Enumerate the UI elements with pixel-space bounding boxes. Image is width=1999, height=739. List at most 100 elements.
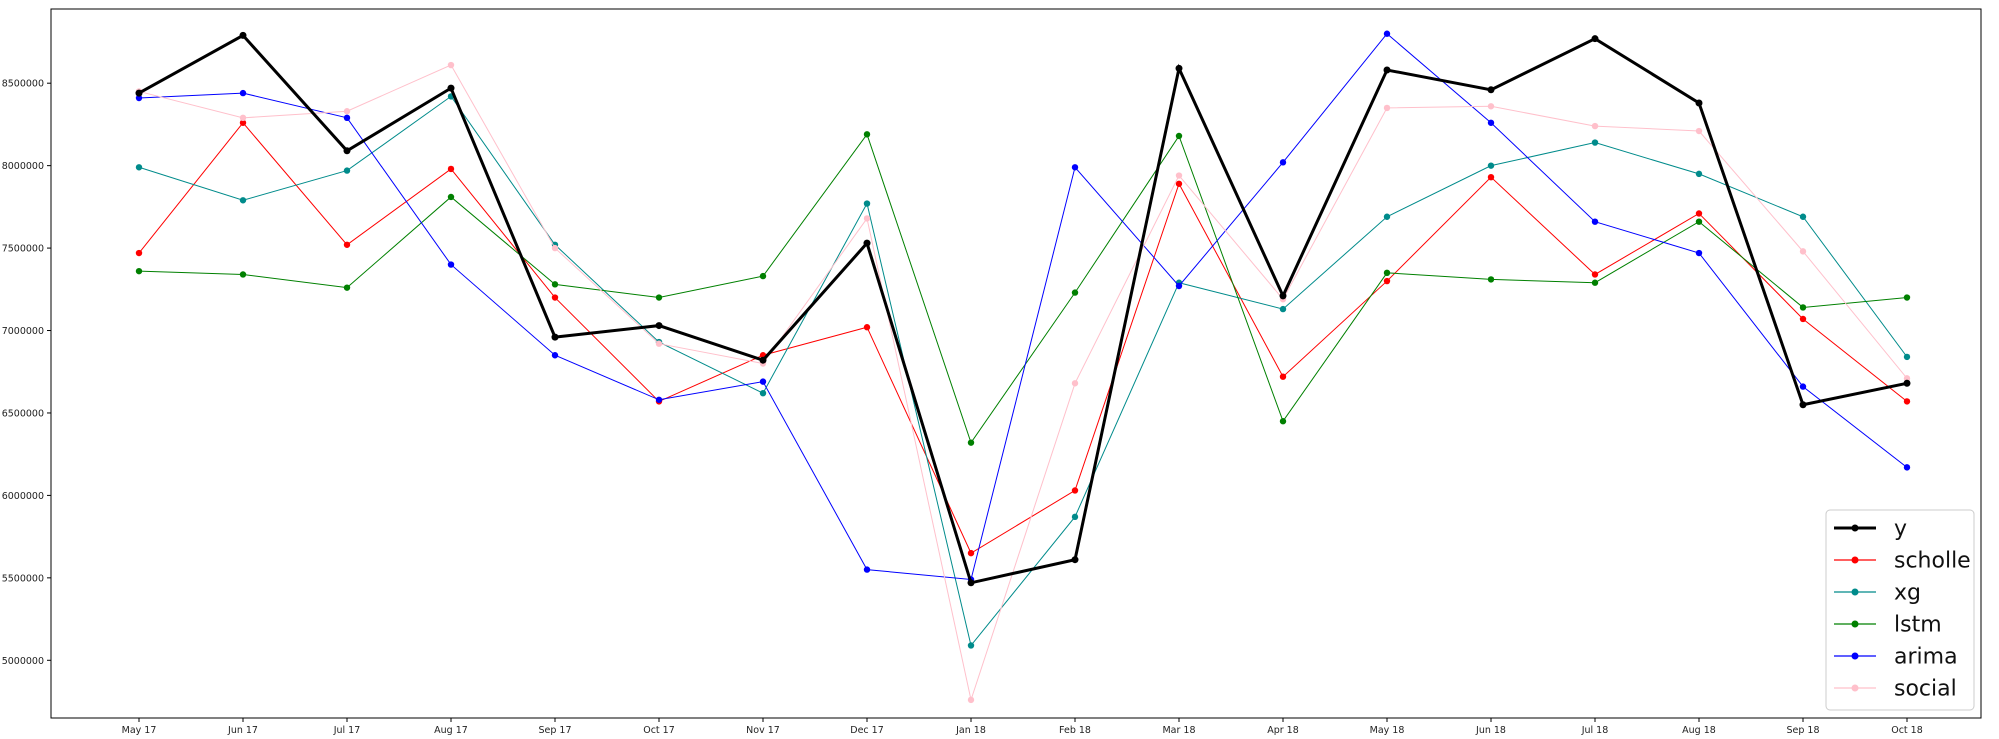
series-social	[135, 61, 1911, 704]
x-tick-label: Aug 18	[1682, 725, 1716, 736]
data-point-xg	[1591, 139, 1599, 146]
data-point-y	[1903, 379, 1911, 387]
series-line-xg	[138, 95, 1908, 647]
data-point-y	[863, 239, 871, 247]
data-point-arima	[1903, 464, 1911, 471]
legend-item-social: social	[1834, 677, 1957, 702]
x-tick-label: Nov 17	[746, 725, 780, 736]
legend-item-xg: xg	[1834, 581, 1921, 606]
y-tick-label: 5000000	[2, 656, 44, 667]
data-point-lstm	[1799, 304, 1807, 311]
data-point-lstm	[1071, 289, 1079, 296]
data-point-lstm	[1279, 418, 1287, 425]
data-point-scholle	[135, 249, 143, 257]
data-point-social	[551, 244, 559, 252]
data-point-scholle	[1279, 373, 1287, 380]
x-tick-label: Oct 17	[643, 725, 675, 736]
data-point-y	[655, 322, 663, 330]
data-point-social	[967, 696, 975, 704]
data-point-lstm	[1695, 218, 1703, 225]
data-point-xg	[343, 167, 351, 174]
data-point-y	[239, 31, 247, 39]
data-point-lstm	[655, 294, 663, 301]
series-scholle	[135, 119, 1911, 557]
data-point-arima	[655, 396, 663, 403]
x-axis: May 17 Jun 17 Jul 17 Aug 17 Sep 17 Oct 17 Nov …	[122, 718, 1923, 736]
series-xg	[135, 93, 1911, 649]
data-point-y	[551, 333, 559, 341]
data-point-social	[239, 114, 247, 122]
data-point-y	[343, 147, 351, 155]
data-point-arima	[239, 89, 247, 97]
data-point-xg	[1799, 213, 1807, 220]
data-point-scholle	[1175, 180, 1183, 187]
x-tick-label: Jun 17	[227, 725, 258, 736]
data-point-scholle	[343, 241, 351, 248]
legend-swatch-marker	[1851, 588, 1859, 596]
data-point-social	[863, 215, 871, 222]
data-point-y	[1279, 292, 1287, 300]
data-point-y	[1487, 86, 1495, 94]
legend-label: arima	[1894, 645, 1958, 670]
data-point-scholle	[1903, 398, 1911, 405]
legend-label: lstm	[1894, 613, 1942, 638]
data-point-y	[967, 579, 975, 587]
x-tick-label: Dec 17	[850, 725, 884, 736]
data-point-xg	[1279, 305, 1287, 313]
legend-item-scholle: scholle	[1834, 549, 1971, 574]
data-point-lstm	[239, 271, 247, 278]
data-point-xg	[1071, 513, 1079, 521]
x-tick-label: Jun 18	[1475, 725, 1506, 736]
data-point-xg	[1903, 353, 1911, 361]
data-point-lstm	[343, 284, 351, 291]
data-point-scholle	[551, 294, 559, 301]
data-point-xg	[759, 389, 767, 397]
y-tick-label: 5500000	[2, 573, 44, 584]
data-point-arima	[1591, 218, 1599, 225]
data-point-scholle	[1695, 210, 1703, 217]
data-point-xg	[135, 164, 143, 171]
legend-label: social	[1894, 677, 1957, 702]
data-point-y	[1799, 401, 1807, 409]
legend: y scholle xg lstm arima social	[1825, 509, 1975, 711]
data-point-arima	[551, 352, 559, 359]
data-point-arima	[1383, 30, 1391, 37]
legend-item-y: y	[1834, 517, 1907, 542]
series-layer	[135, 30, 1911, 704]
data-point-lstm	[759, 272, 767, 280]
legend-label: xg	[1894, 581, 1921, 606]
data-point-lstm	[967, 439, 975, 446]
data-point-arima	[863, 566, 871, 573]
data-point-arima	[1799, 383, 1807, 390]
x-tick-label: May 17	[122, 725, 157, 736]
legend-swatch-marker	[1851, 620, 1859, 628]
data-point-arima	[135, 94, 143, 102]
legend-label: scholle	[1894, 549, 1971, 574]
legend-swatch-marker	[1851, 524, 1859, 532]
data-point-social	[1071, 380, 1079, 387]
data-point-arima	[343, 114, 351, 122]
plot-area-frame	[50, 8, 1982, 719]
series-arima	[135, 30, 1911, 583]
legend-swatch-marker	[1851, 684, 1859, 692]
x-tick-label: Feb 18	[1059, 725, 1091, 736]
data-point-social	[1799, 248, 1807, 255]
data-point-scholle	[1487, 173, 1495, 181]
data-point-y	[759, 356, 767, 364]
data-point-lstm	[863, 131, 871, 138]
data-point-scholle	[1383, 277, 1391, 285]
data-point-scholle	[863, 324, 871, 331]
data-point-scholle	[1071, 487, 1079, 494]
x-tick-label: Jul 18	[1581, 725, 1609, 736]
data-point-social	[1383, 104, 1391, 112]
data-point-arima	[759, 378, 767, 385]
data-point-lstm	[135, 267, 143, 275]
data-point-arima	[447, 261, 455, 268]
data-point-social	[343, 108, 351, 115]
data-point-y	[1175, 64, 1183, 72]
y-tick-label: 6500000	[2, 408, 44, 419]
data-point-y	[1071, 556, 1079, 564]
data-point-scholle	[1591, 271, 1599, 278]
legend-swatch-marker	[1851, 556, 1859, 564]
data-point-arima	[1071, 164, 1079, 171]
